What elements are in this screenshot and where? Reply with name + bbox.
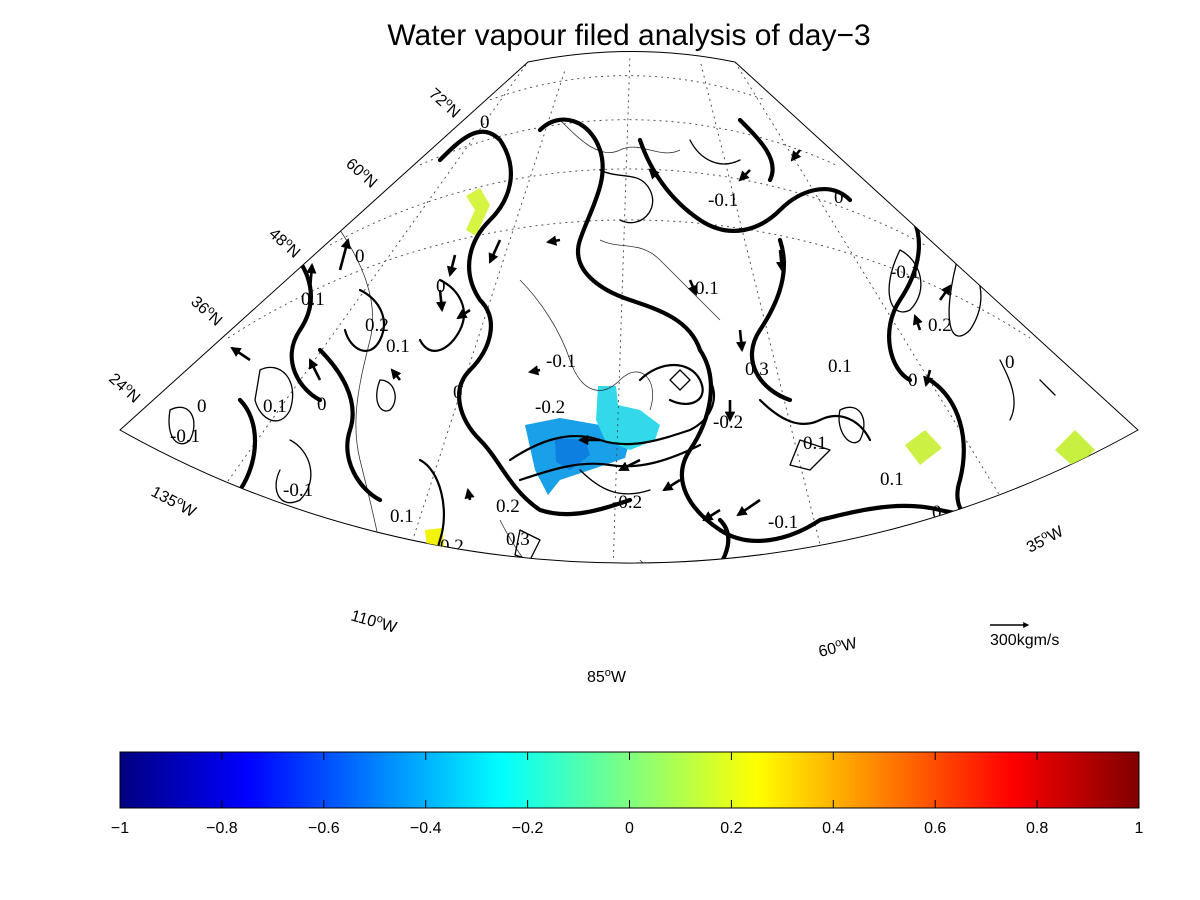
contour-label: 0 xyxy=(834,187,844,208)
contour-label: 0.1 xyxy=(390,506,414,527)
colorbar-tick-label: 0.2 xyxy=(720,820,742,837)
contour-label: 0 xyxy=(1005,352,1015,373)
lon-label-85w: 85oW xyxy=(587,667,627,686)
contour-label: 0 xyxy=(317,394,327,415)
contour-label: 0.2 xyxy=(928,315,952,336)
contour-label: 0.2 xyxy=(365,315,389,336)
contour-label: -0.1 xyxy=(708,190,738,211)
contour-label: 0.1 xyxy=(828,356,852,377)
contour-label: 0.3 xyxy=(745,359,769,380)
lon-label-35w: 35oW xyxy=(1023,521,1067,557)
colorbar-tick-label: 0.8 xyxy=(1026,820,1048,837)
contour-label: 0 xyxy=(632,614,642,635)
lon-label-135w: 135oW xyxy=(148,482,200,522)
lat-label-60n: 60oN xyxy=(342,154,381,192)
shade-yellowgreen-north xyxy=(466,188,490,236)
contour-label: 0 xyxy=(932,502,942,523)
lat-label-48n: 48oN xyxy=(265,224,304,262)
contour-label: -0.2 xyxy=(612,492,642,513)
contour-label: -0.1 xyxy=(546,351,576,372)
colorbar-tick-label: −0.6 xyxy=(308,820,340,837)
shade-deep-blue-center xyxy=(555,438,590,470)
longitude-labels: 135oW 110oW 85oW 60oW 35oW xyxy=(148,482,1067,686)
map-frame xyxy=(119,51,1139,564)
shade-yellowgreen-east1 xyxy=(905,430,942,465)
lat-label-24n: 24oN xyxy=(105,369,144,407)
contour-label: -0.1 xyxy=(283,480,313,501)
contour-label: -0.1 xyxy=(768,512,798,533)
colorbar-tick-label: 1 xyxy=(1135,820,1144,837)
contour-label: 0 xyxy=(436,276,446,297)
contour-label: 0.1 xyxy=(386,336,410,357)
lon-label-110w: 110oW xyxy=(349,606,400,637)
lat-label-36n: 36oN xyxy=(187,292,226,330)
colorbar-ticks: −1 −0.8 −0.6 −0.4 −0.2 0 0.2 0.4 0.6 0.8 1 xyxy=(111,752,1144,837)
contour-label: 0.1 xyxy=(263,396,287,417)
shade-cyan-south xyxy=(750,578,800,615)
contour-label: 0 xyxy=(322,540,332,561)
contour-label: -0.2 xyxy=(535,397,565,418)
contour-label: 0.1 xyxy=(695,278,719,299)
lon-label-60w: 60oW xyxy=(816,633,859,661)
contour-label: 0 xyxy=(480,112,490,133)
shade-cyan-center xyxy=(596,386,660,450)
contour-label: 0 xyxy=(197,396,207,417)
flux-vectors xyxy=(230,149,952,564)
chart-title: Water vapour filed analysis of day−3 xyxy=(387,19,870,52)
coastlines xyxy=(339,119,721,564)
colorbar-tick-label: 0.6 xyxy=(924,820,946,837)
contour-label: 0.1 xyxy=(803,433,827,454)
graticule xyxy=(199,54,1031,564)
reference-vector-label: 300kgm/s xyxy=(990,632,1059,649)
colorbar-tick-label: −1 xyxy=(111,820,129,837)
contour-label: 0.2 xyxy=(496,496,520,517)
contour-label: -0.1 xyxy=(890,262,920,283)
colorbar-tick-label: 0 xyxy=(625,820,634,837)
contour-label: 0.1 xyxy=(880,469,904,490)
colorbar-gradient xyxy=(119,751,1140,809)
shaded-anomaly-patches xyxy=(425,188,1095,615)
colorbar-tick-label: −0.4 xyxy=(410,820,442,837)
lat-label-72n: 72oN xyxy=(425,84,464,122)
colorbar: −1 −0.8 −0.6 −0.4 −0.2 0 0.2 0.4 0.6 0.8 1 xyxy=(111,751,1144,837)
contour-labels: 0 0 0 0 0 0 0 0 0 0 0 0 0.1 0.1 0.1 0.1 … xyxy=(170,112,1017,635)
contours-medium xyxy=(343,278,872,564)
reference-vector: 300kgm/s xyxy=(990,622,1059,649)
colorbar-tick-label: −0.2 xyxy=(512,820,544,837)
contour-label: 0.1 xyxy=(993,499,1017,520)
contour-label: 0 xyxy=(355,246,365,267)
contour-label: 0 xyxy=(453,382,463,403)
contour-label: -0.2 xyxy=(713,412,743,433)
contour-label: 0.3 xyxy=(506,529,530,550)
colorbar-tick-label: −0.8 xyxy=(206,820,238,837)
colorbar-tick-label: 0.4 xyxy=(822,820,844,837)
contour-label: -0.1 xyxy=(170,426,200,447)
contour-label: 0.1 xyxy=(301,289,325,310)
contour-label: 0 xyxy=(908,370,918,391)
